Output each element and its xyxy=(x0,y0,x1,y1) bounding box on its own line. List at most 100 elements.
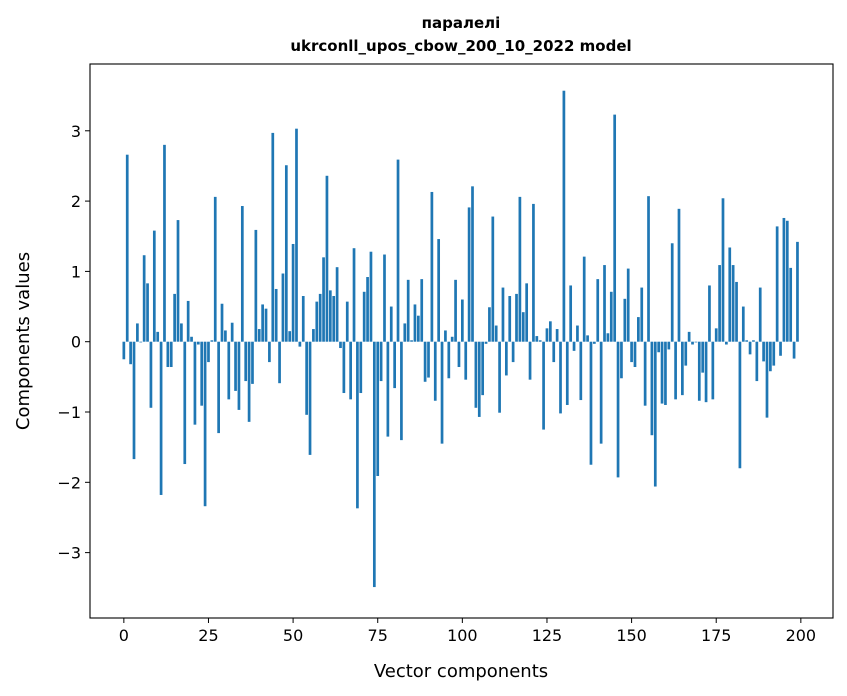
bar-19 xyxy=(186,300,190,342)
bar-181 xyxy=(735,281,738,342)
bar-57 xyxy=(315,301,319,342)
bar-137 xyxy=(586,335,589,342)
bar-105 xyxy=(477,341,481,417)
bar-121 xyxy=(532,203,535,342)
bar-167 xyxy=(687,331,691,342)
bar-6 xyxy=(142,255,146,342)
bar-21 xyxy=(193,341,197,425)
bar-147 xyxy=(620,341,623,379)
bar-13 xyxy=(166,341,170,368)
bar-183 xyxy=(741,306,745,342)
y-tick-label: −1 xyxy=(57,403,81,422)
bar-24 xyxy=(203,341,207,507)
bar-104 xyxy=(474,341,478,408)
bar-66 xyxy=(345,301,349,342)
bar-44 xyxy=(271,132,275,342)
bar-102 xyxy=(467,207,471,342)
bar-100 xyxy=(460,299,464,342)
bar-174 xyxy=(711,341,715,400)
bar-7 xyxy=(146,283,149,342)
bar-198 xyxy=(792,341,796,359)
bar-110 xyxy=(494,325,498,342)
bar-84 xyxy=(406,279,410,342)
bar-38 xyxy=(251,341,254,384)
bar-61 xyxy=(328,290,332,342)
bar-176 xyxy=(718,265,721,342)
bar-144 xyxy=(609,291,613,342)
x-tick-label: 50 xyxy=(283,626,303,645)
chart-title-line-1: паралелі xyxy=(422,14,501,32)
bar-31 xyxy=(227,341,231,400)
bar-45 xyxy=(274,288,278,342)
bar-184 xyxy=(745,340,749,342)
bar-0 xyxy=(122,341,126,360)
bar-64 xyxy=(339,341,342,349)
y-tick-label: −3 xyxy=(57,544,81,563)
bar-95 xyxy=(444,330,447,342)
bar-92 xyxy=(433,341,437,401)
bar-171 xyxy=(701,341,705,373)
bar-157 xyxy=(653,341,657,487)
bar-143 xyxy=(606,333,610,342)
bar-162 xyxy=(670,243,674,342)
bar-72 xyxy=(366,277,369,342)
bar-86 xyxy=(413,304,417,342)
bar-187 xyxy=(755,341,759,382)
bar-173 xyxy=(708,285,711,342)
bar-40 xyxy=(257,329,261,342)
bar-101 xyxy=(464,341,468,380)
bar-138 xyxy=(589,341,593,465)
bar-161 xyxy=(667,341,671,350)
bar-131 xyxy=(565,341,569,405)
bar-127 xyxy=(552,341,556,363)
bar-97 xyxy=(450,336,454,342)
bar-164 xyxy=(677,208,681,342)
bar-115 xyxy=(511,341,515,363)
bar-139 xyxy=(593,341,596,344)
bar-116 xyxy=(515,293,518,342)
bar-166 xyxy=(684,341,688,366)
bar-130 xyxy=(562,90,566,342)
bar-178 xyxy=(725,341,728,345)
bar-119 xyxy=(525,283,529,342)
bar-191 xyxy=(769,341,772,372)
bar-185 xyxy=(748,341,752,355)
bar-53 xyxy=(301,296,305,342)
bar-33 xyxy=(234,341,237,391)
bar-179 xyxy=(728,247,732,342)
bar-152 xyxy=(637,317,640,342)
bar-5 xyxy=(139,341,143,343)
bar-120 xyxy=(528,341,532,380)
bar-177 xyxy=(721,198,725,342)
bar-23 xyxy=(200,341,204,406)
bar-83 xyxy=(403,323,407,342)
bar-190 xyxy=(765,341,769,418)
plot-frame xyxy=(89,63,834,619)
bar-46 xyxy=(278,341,281,384)
bar-192 xyxy=(772,341,776,366)
bar-79 xyxy=(389,306,393,342)
bar-109 xyxy=(491,216,495,342)
bar-195 xyxy=(782,217,786,342)
x-axis: 0 25 50 75 100 125 150 175 200 xyxy=(119,618,816,645)
bar-128 xyxy=(555,329,559,342)
bar-25 xyxy=(207,341,210,363)
bar-50 xyxy=(291,243,295,342)
bar-169 xyxy=(694,341,698,343)
bar-150 xyxy=(630,341,633,363)
bar-159 xyxy=(660,341,664,404)
bar-20 xyxy=(190,336,193,342)
x-axis-label: Vector components xyxy=(374,661,548,682)
bar-76 xyxy=(379,341,383,382)
bar-22 xyxy=(196,341,200,345)
bars xyxy=(122,90,799,588)
bar-103 xyxy=(471,186,474,342)
bar-63 xyxy=(335,267,339,342)
bar-73 xyxy=(369,251,373,342)
bar-71 xyxy=(362,291,366,342)
bar-112 xyxy=(501,287,505,342)
bar-8 xyxy=(149,341,153,408)
y-tick-label: 3 xyxy=(71,122,81,141)
bar-189 xyxy=(762,341,765,362)
